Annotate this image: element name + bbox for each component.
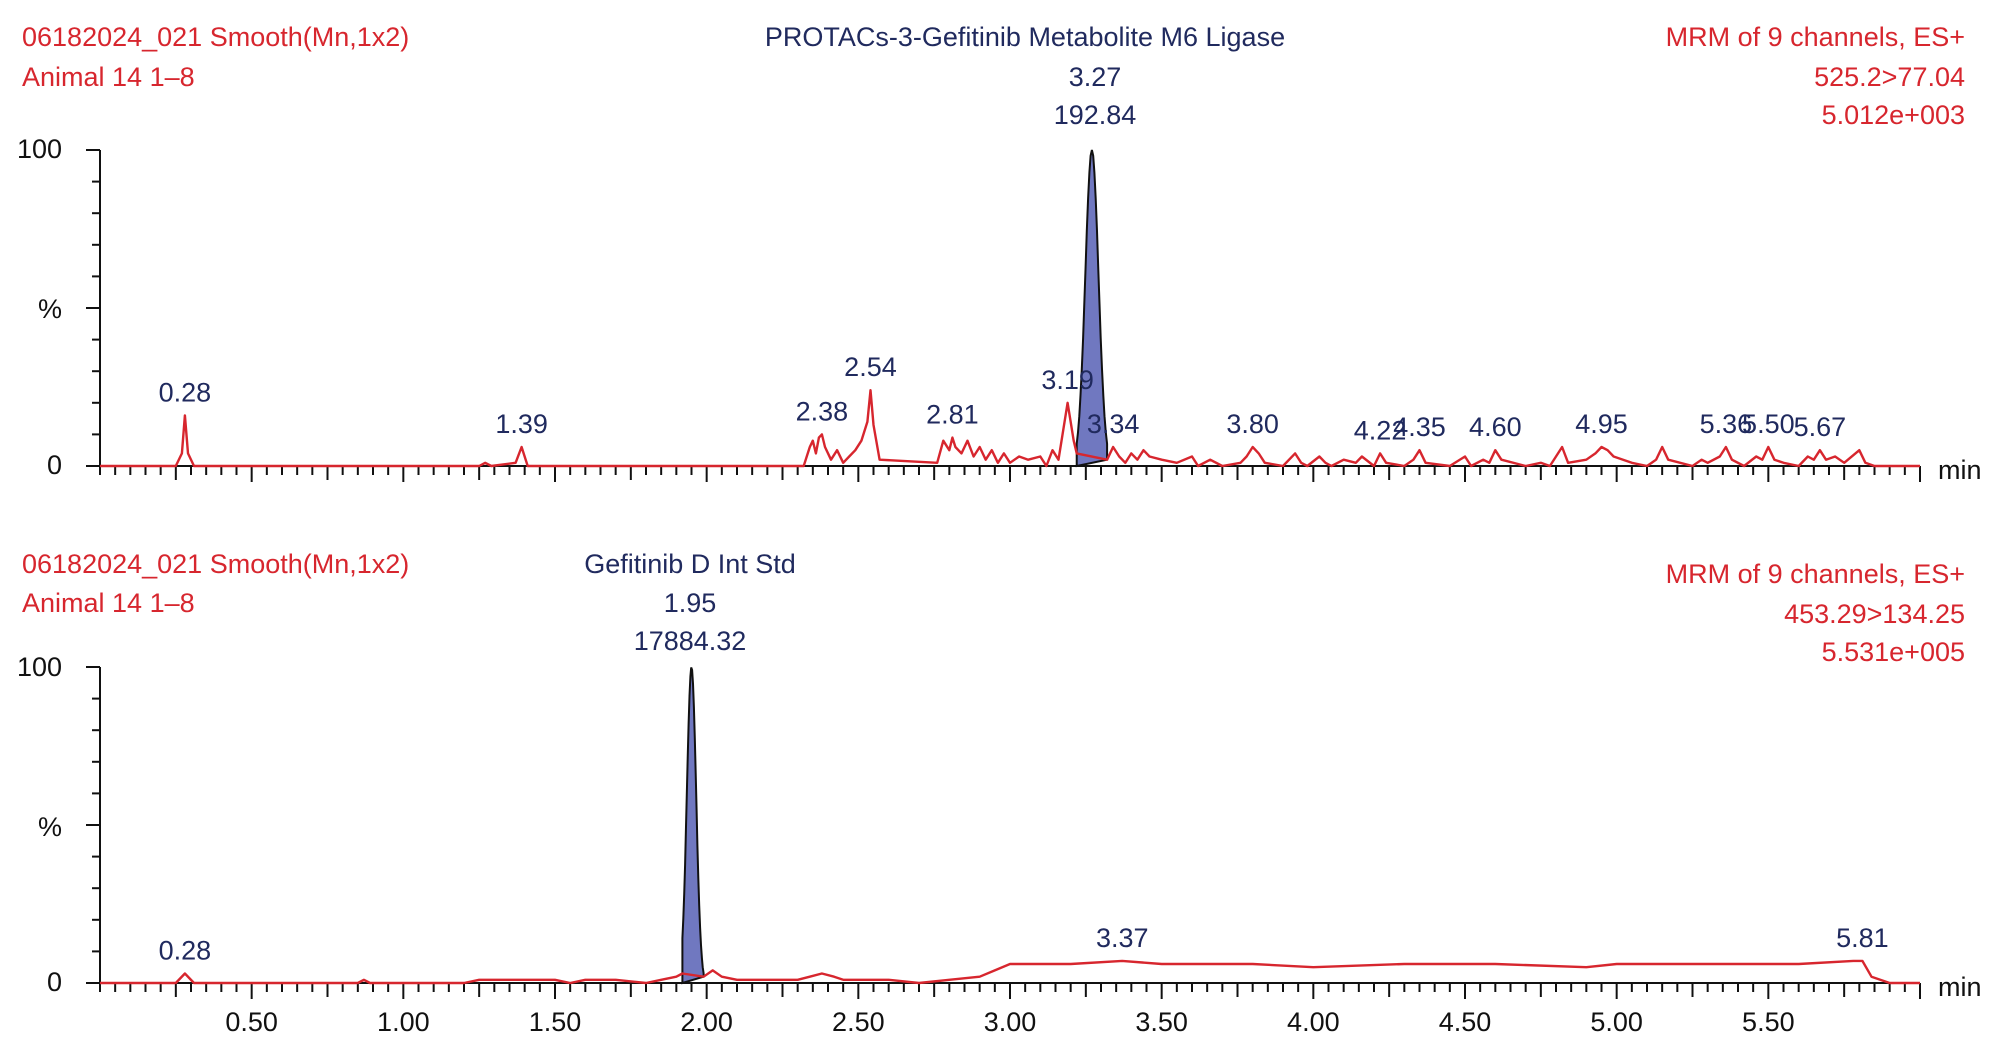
x-tick-label: 1.00	[377, 1007, 430, 1037]
panel-2-trace	[100, 959, 1920, 985]
peak-label: 3.19	[1041, 365, 1094, 395]
panel-1-trace	[100, 389, 1920, 468]
panel-1-transition: 525.2>77.04	[1814, 62, 1965, 92]
panel-2-y-axis-label: %	[38, 812, 62, 842]
peak-label: 5.67	[1794, 412, 1847, 442]
panel-2-sample-line: Animal 14 1–8	[22, 588, 195, 618]
panel-1-compound-title: PROTACs-3-Gefitinib Metabolite M6 Ligase	[765, 22, 1285, 52]
peak-label: 4.60	[1469, 412, 1522, 442]
panel-2-y-min-label: 0	[47, 967, 62, 997]
x-tick-label: 5.00	[1590, 1007, 1643, 1037]
panel-2-file-line: 06182024_021 Smooth(Mn,1x2)	[22, 549, 409, 579]
peak-label: 5.81	[1836, 923, 1889, 953]
panel-2-shaded-peak	[681, 667, 705, 985]
x-tick-label: 0.50	[225, 1007, 278, 1037]
peak-label: 5.36	[1700, 409, 1753, 439]
peak-label: 4.95	[1575, 409, 1628, 439]
peak-label: 3.37	[1096, 923, 1149, 953]
panel-1-y-axis-label: %	[38, 294, 62, 324]
panel-2-peak-area: 17884.32	[634, 626, 747, 656]
x-tick-label: 2.50	[832, 1007, 885, 1037]
panel-1-y-max-label: 100	[17, 134, 62, 164]
peak-label: 4.35	[1393, 412, 1446, 442]
peak-label: 3.80	[1226, 409, 1279, 439]
x-tick-label: 1.50	[529, 1007, 582, 1037]
x-tick-label: 3.00	[984, 1007, 1037, 1037]
x-tick-label: 4.50	[1439, 1007, 1492, 1037]
peak-label: 3.34	[1087, 409, 1140, 439]
panel-2-y-max-label: 100	[17, 652, 62, 682]
panel-1-intensity: 5.012e+003	[1822, 100, 1965, 130]
panel-2-x-tick-labels: 0.50 1.00 1.50 2.00 2.50 3.00 3.50 4.00 4.50 5.00…	[225, 1007, 1794, 1037]
panel-1-peak-labels: 0.28 1.39 2.38 2.54 2.81 3.19 3.34 3.80 4.224.35…	[159, 352, 1847, 445]
peak-label: 0.28	[159, 936, 212, 966]
integrated-peak-area	[1075, 149, 1109, 468]
chromatogram-trace	[100, 389, 1920, 468]
panel-1-peak-rt: 3.27	[1069, 62, 1122, 92]
panel-1-mrm-line: MRM of 9 channels, ES+	[1666, 22, 1965, 52]
x-tick-label: 4.00	[1287, 1007, 1340, 1037]
peak-label: 4.22	[1354, 415, 1407, 445]
integrated-peak-area	[681, 667, 705, 985]
panel-1-x-unit: min	[1938, 455, 1982, 485]
panel-2-x-unit: min	[1938, 972, 1982, 1002]
panel-2-mrm-line: MRM of 9 channels, ES+	[1666, 559, 1965, 589]
panel-1-peak-area: 192.84	[1054, 100, 1137, 130]
x-tick-label: 2.00	[680, 1007, 733, 1037]
panel-2-peak-rt: 1.95	[664, 588, 717, 618]
panel-2-axes	[86, 666, 1921, 999]
peak-label: 1.39	[495, 409, 548, 439]
panel-2-compound-title: Gefitinib D Int Std	[584, 549, 796, 579]
panel-1-shaded-peak	[1075, 149, 1109, 468]
panel-1-y-min-label: 0	[47, 450, 62, 480]
panel-1: 06182024_021 Smooth(Mn,1x2) Animal 14 1–…	[17, 22, 1982, 485]
peak-label: 2.81	[926, 400, 979, 430]
x-tick-label: 3.50	[1135, 1007, 1188, 1037]
panel-1-file-line: 06182024_021 Smooth(Mn,1x2)	[22, 22, 409, 52]
peak-label: 2.54	[844, 352, 897, 382]
panel-1-axes	[86, 149, 1921, 482]
panel-2: 06182024_021 Smooth(Mn,1x2) Animal 14 1–…	[17, 549, 1982, 1037]
panel-2-intensity: 5.531e+005	[1822, 637, 1965, 667]
panel-2-peak-labels: 0.28 3.37 5.81	[159, 923, 1889, 966]
peak-label: 0.28	[159, 377, 212, 407]
peak-label: 5.50	[1742, 409, 1795, 439]
panel-1-sample-line: Animal 14 1–8	[22, 62, 195, 92]
x-tick-label: 5.50	[1742, 1007, 1795, 1037]
peak-label: 2.38	[796, 396, 849, 426]
panel-2-transition: 453.29>134.25	[1784, 599, 1965, 629]
chromatogram-trace	[100, 959, 1920, 985]
